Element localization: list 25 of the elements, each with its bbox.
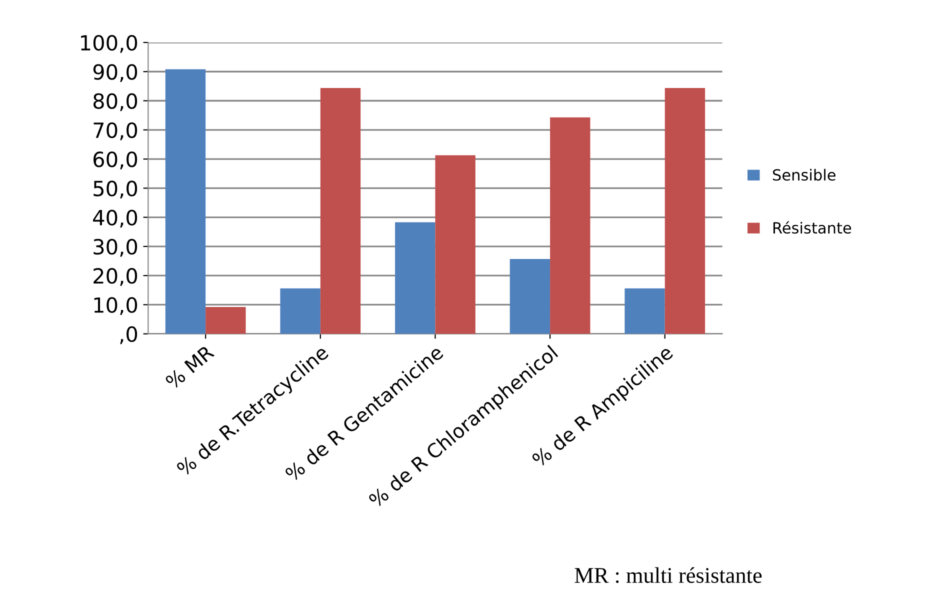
y-tick-label: 70,0 xyxy=(94,122,138,140)
bar xyxy=(165,69,206,334)
bar xyxy=(510,258,550,334)
y-tick-label: 20,0 xyxy=(94,268,138,286)
bar xyxy=(395,222,436,334)
y-tick-label: 60,0 xyxy=(94,151,138,170)
y-tick-label: 80,0 xyxy=(93,93,138,112)
bar xyxy=(550,117,590,334)
y-tick-label: 100,0 xyxy=(81,34,138,53)
bar xyxy=(206,307,246,334)
bar xyxy=(320,88,361,334)
bar xyxy=(280,288,320,334)
y-tick-label: 10,0 xyxy=(94,297,138,316)
legend-label: Sensible xyxy=(772,168,836,181)
text: MR : multi résistante xyxy=(574,567,762,584)
legend-label: Résistante xyxy=(773,221,852,234)
bar xyxy=(624,288,665,334)
x-tick-label: % MR xyxy=(164,344,215,390)
y-tick-label: ,0 xyxy=(120,326,138,344)
y-tick-label: 90,0 xyxy=(93,64,138,82)
bar xyxy=(435,155,476,334)
y-tick-label: 30,0 xyxy=(94,238,138,257)
bar xyxy=(664,88,706,334)
y-tick-label: 50,0 xyxy=(94,180,138,199)
y-tick-label: 40,0 xyxy=(93,210,138,228)
